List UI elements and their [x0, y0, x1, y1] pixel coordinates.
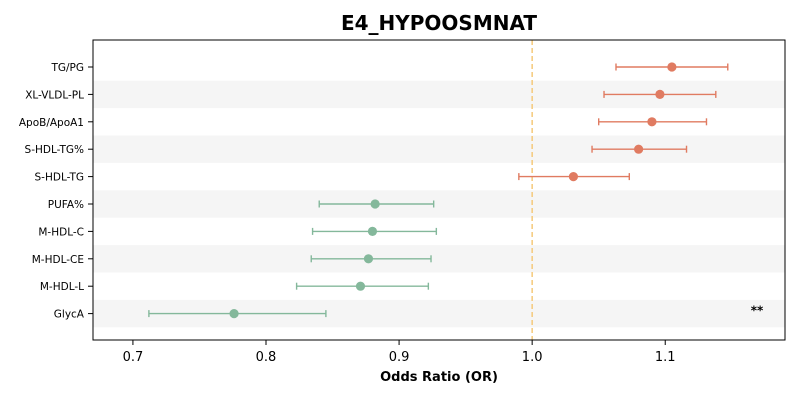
plot-frame [92, 39, 786, 341]
x-tick-label: 0.8 [256, 350, 277, 365]
y-tick-label: PUFA% [48, 199, 84, 211]
x-axis-label: Odds Ratio (OR) [380, 370, 498, 385]
row-band [93, 190, 785, 218]
odds-ratio-point [355, 281, 366, 291]
x-tick-label: 1.1 [655, 350, 676, 365]
odds-ratio-point [229, 309, 239, 319]
x-tick-label: 0.9 [389, 350, 410, 365]
y-tick-label: GlycA [54, 309, 85, 321]
y-tick-label: S-HDL-TG [35, 172, 84, 184]
odds-ratio-point [367, 226, 378, 236]
y-axis: TG/PG XL-VLDL-PL ApoB/ApoA1 S-HDL-TG% S-HDL-… [19, 62, 93, 321]
significance-annotation: ** [751, 304, 764, 318]
odds-ratio-point [370, 199, 380, 209]
row-band [93, 245, 785, 273]
data-marks: ** [148, 62, 764, 319]
odds-ratio-point [634, 144, 644, 154]
row-bands [93, 80, 785, 328]
y-tick-label: M-HDL-CE [32, 254, 84, 266]
y-tick-label: XL-VLDL-PL [25, 89, 84, 101]
x-tick-label: 0.7 [123, 350, 144, 365]
y-tick-label: ApoB/ApoA1 [19, 117, 84, 129]
x-tick-label: 1.0 [522, 350, 543, 365]
chart-title: E4_HYPOOSMNAT [341, 11, 537, 35]
odds-ratio-point [647, 117, 657, 127]
odds-ratio-point [667, 62, 677, 72]
y-tick-label: M-HDL-L [40, 281, 84, 293]
odds-ratio-point [568, 172, 579, 182]
odds-ratio-point [655, 89, 665, 99]
odds-ratio-point [363, 254, 374, 264]
x-axis: 0.7 0.8 0.9 1.0 1.1 [123, 340, 676, 365]
y-tick-label: M-HDL-C [38, 226, 84, 238]
y-tick-label: S-HDL-TG% [25, 144, 84, 156]
y-tick-label: TG/PG [50, 62, 84, 74]
